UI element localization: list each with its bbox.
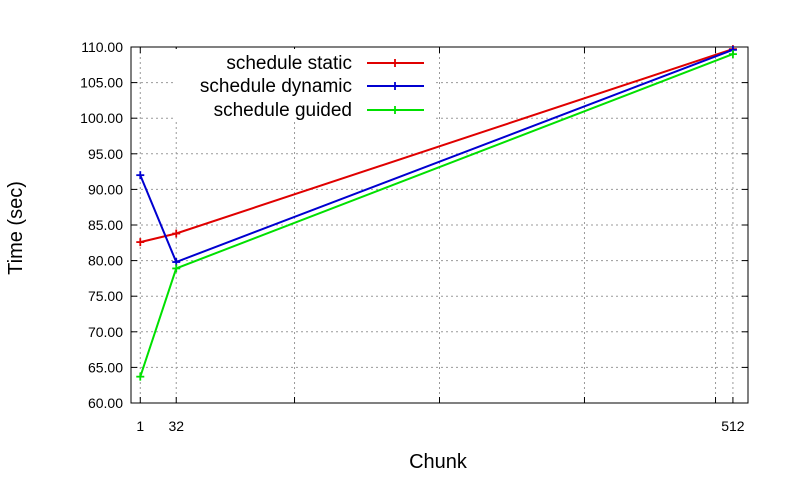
- legend-entry: schedule static: [226, 53, 424, 74]
- y-tick-label: 100.00: [80, 110, 123, 126]
- legend-marker: [391, 59, 399, 67]
- legend-entry: schedule guided: [214, 100, 424, 121]
- legend-label: schedule guided: [214, 100, 352, 121]
- series-layer: [136, 45, 737, 381]
- y-tick-label: 85.00: [88, 217, 123, 233]
- data-point: [728, 50, 737, 59]
- series-3: [136, 50, 737, 381]
- y-axis-title: Time (sec): [5, 181, 27, 275]
- series-2: [136, 45, 737, 267]
- y-tick-label: 75.00: [88, 288, 123, 304]
- legend-entry: schedule dynamic: [200, 76, 424, 97]
- y-tick-label: 70.00: [88, 324, 123, 340]
- y-tick-label: 90.00: [88, 181, 123, 197]
- y-tick-label: 65.00: [88, 359, 123, 375]
- data-point: [172, 229, 181, 238]
- axes: 60.00 65.00 70.00 75.00 80.00 85.00 90.00 95.00…: [80, 39, 749, 434]
- legend-label: schedule dynamic: [200, 76, 352, 97]
- legend-marker: [391, 82, 399, 90]
- x-axis-title: Chunk: [409, 451, 468, 473]
- y-tick-label: 60.00: [88, 395, 123, 411]
- plot-frame: [130, 46, 749, 404]
- grid: [131, 47, 748, 403]
- data-point: [172, 264, 181, 273]
- y-tick-label: 110.00: [81, 39, 123, 55]
- y-tick-label: 105.00: [80, 75, 123, 91]
- x-tick-label: 512: [721, 418, 745, 434]
- data-point: [136, 238, 145, 247]
- data-point: [136, 171, 145, 180]
- legend-label: schedule static: [226, 53, 352, 74]
- y-tick-label: 80.00: [88, 253, 123, 269]
- data-point: [136, 372, 145, 381]
- legend-marker: [391, 106, 399, 114]
- x-tick-label: 32: [168, 418, 184, 434]
- y-tick-label: 95.00: [88, 146, 123, 162]
- x-tick-label: 1: [136, 418, 144, 434]
